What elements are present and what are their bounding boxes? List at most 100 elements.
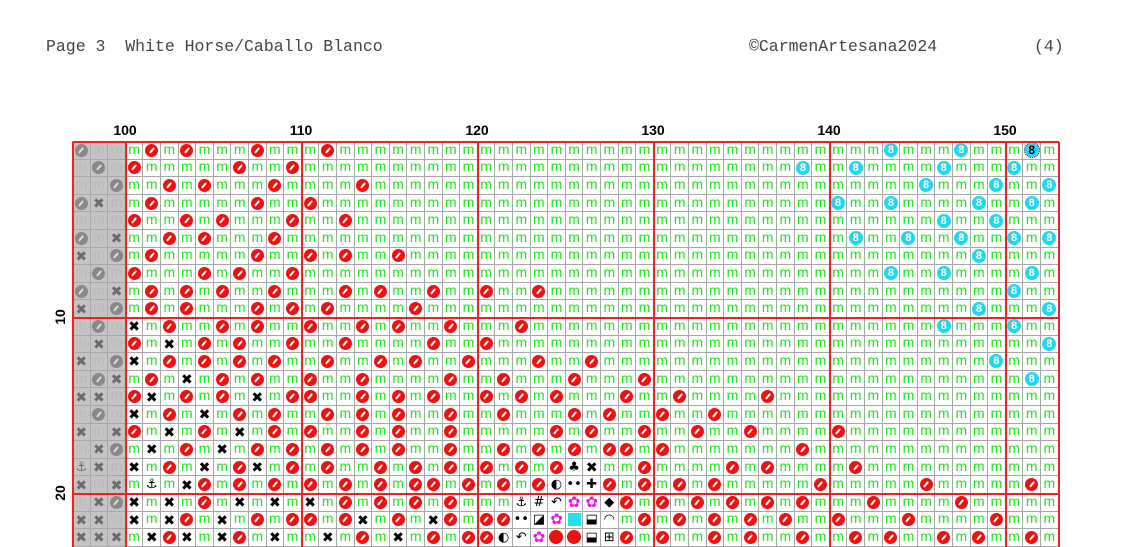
green-m-icon: m	[603, 230, 616, 245]
black-cross-icon: ✖	[75, 511, 88, 528]
red-slashed-circle-icon	[866, 495, 880, 509]
stitch-cell: m	[319, 335, 337, 354]
stitch-cell: m	[548, 265, 566, 283]
green-m-icon: m	[462, 300, 475, 316]
red-slashed-circle-icon	[338, 249, 352, 263]
stitch-cell: m	[601, 247, 619, 266]
half-filled-box-icon: ⬓	[585, 529, 598, 545]
stitch-cell: 8	[1005, 282, 1024, 301]
green-m-icon: m	[691, 230, 704, 245]
green-m-icon: m	[392, 159, 404, 175]
red-slashed-circle-icon	[180, 302, 194, 316]
green-m-icon: m	[849, 441, 862, 456]
stitch-cell: m	[548, 159, 566, 178]
green-m-icon: m	[1025, 388, 1038, 404]
green-m-icon: m	[515, 423, 528, 439]
stitch-cell: m	[953, 318, 971, 336]
stitch-cell	[249, 441, 267, 459]
green-m-icon: m	[339, 318, 352, 333]
green-m-icon: m	[480, 230, 492, 245]
green-m-icon: m	[867, 423, 880, 439]
cyan-circle-8-icon: 8	[954, 143, 969, 158]
green-m-icon: m	[673, 265, 686, 280]
green-m-icon: m	[480, 247, 492, 263]
stitch-cell: m	[812, 142, 830, 160]
stitch-cell: m	[213, 476, 232, 494]
stitch-cell: m	[1023, 511, 1041, 530]
stitch-cell: m	[337, 529, 355, 547]
stitch-cell	[477, 511, 496, 530]
stitch-cell: m	[513, 370, 531, 389]
stitch-cell: m	[1041, 159, 1059, 178]
stitch-cell: m	[882, 441, 901, 459]
red-slashed-circle-icon	[303, 513, 317, 527]
green-m-icon: m	[937, 353, 950, 368]
stitch-cell	[213, 388, 232, 406]
green-m-icon: m	[409, 247, 422, 263]
cyan-circle-8-icon: 8	[1007, 231, 1022, 246]
red-slashed-circle-icon	[901, 513, 915, 527]
stitch-cell	[178, 282, 197, 301]
green-m-icon: m	[937, 511, 950, 527]
green-m-icon: m	[198, 159, 211, 175]
green-m-icon: m	[515, 282, 528, 298]
stitch-cell: 8	[935, 159, 953, 178]
green-m-icon: m	[867, 353, 880, 368]
green-m-icon: m	[849, 142, 862, 157]
cyan-circle-8-icon: 8	[883, 266, 898, 281]
green-m-icon: m	[638, 406, 651, 421]
stitch-cell: m	[847, 335, 865, 354]
green-m-icon: m	[779, 353, 792, 368]
green-m-icon: m	[515, 142, 528, 157]
black-cross-icon: ✖	[198, 406, 211, 423]
green-m-icon: m	[867, 300, 880, 316]
stitch-cell: m	[1023, 247, 1041, 266]
red-slashed-circle-icon	[233, 354, 247, 368]
green-m-icon: m	[1043, 194, 1056, 210]
stitch-cell: m	[724, 300, 742, 318]
green-m-icon: m	[497, 159, 510, 175]
stitch-cell: m	[407, 529, 425, 547]
stitch-cell	[143, 142, 161, 160]
stitch-cell: m	[1041, 142, 1059, 160]
green-m-icon: m	[181, 230, 193, 245]
stitch-cell: m	[319, 494, 337, 512]
stitch-cell: m	[794, 370, 813, 389]
red-slashed-circle-icon	[479, 337, 493, 351]
red-slashed-circle-icon	[567, 442, 581, 456]
stitch-cell: m	[636, 494, 654, 512]
green-m-icon: m	[709, 335, 721, 351]
stitch-cell: m	[354, 353, 373, 371]
green-m-icon: m	[480, 423, 492, 439]
stitch-cell: m	[565, 282, 584, 301]
green-m-icon: m	[955, 423, 968, 439]
stitch-cell: m	[301, 529, 320, 547]
stitch-cell: m	[372, 265, 390, 283]
stitch-cell: ✖	[266, 529, 285, 547]
stitch-cell: m	[319, 423, 337, 442]
black-cross-icon: ✖	[304, 494, 316, 511]
green-m-icon: m	[286, 142, 299, 157]
green-m-icon: m	[145, 230, 158, 245]
green-m-icon: m	[339, 441, 352, 456]
stitch-cell: m	[865, 194, 883, 213]
green-m-icon: m	[286, 406, 299, 421]
black-cross-icon: ✖	[216, 529, 228, 546]
stitch-cell: m	[161, 142, 179, 160]
stitch-cell	[284, 388, 302, 406]
stitch-cell: m	[319, 511, 337, 530]
green-m-icon: m	[656, 177, 668, 192]
green-m-icon: m	[445, 212, 457, 228]
green-m-icon: m	[304, 265, 316, 280]
stitch-cell: m	[372, 194, 390, 213]
green-m-icon: m	[832, 406, 844, 421]
green-m-icon: m	[339, 370, 352, 386]
stitch-cell: m	[125, 300, 144, 318]
black-cross-icon: ✖	[357, 511, 369, 528]
green-m-icon: m	[709, 230, 721, 245]
green-m-icon: m	[832, 388, 844, 404]
green-m-icon: m	[885, 370, 897, 386]
green-m-icon: m	[937, 388, 950, 404]
green-m-icon: m	[761, 406, 774, 421]
green-m-icon: m	[726, 265, 739, 280]
